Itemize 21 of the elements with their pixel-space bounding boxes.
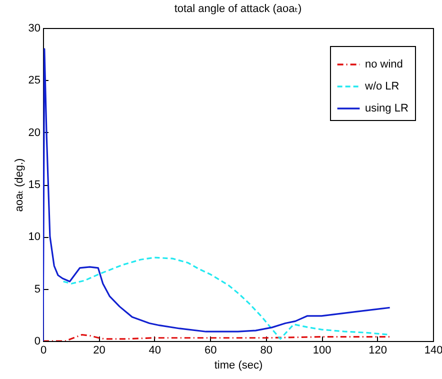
x-tick-label: 120 [368,344,387,356]
y-tick-label: 5 [34,283,40,296]
x-tick-label: 40 [148,344,162,356]
y-tick-label: 20 [28,126,40,139]
x-tick-label: 140 [424,344,442,356]
x-axis-title: time (sec) [214,360,263,372]
x-tick-label: 60 [204,344,217,356]
y-tick-label: 15 [28,179,40,191]
x-tick-label: 100 [312,344,332,356]
chart-title: total angle of attack (aoaₜ) [174,3,302,15]
y-tick-label: 25 [28,74,40,87]
legend-label: using LR [365,102,408,114]
legend-label: no wind [365,58,403,70]
y-tick-label: 0 [34,336,40,348]
y-tick-label: 10 [28,231,40,244]
y-axis-title: aoaₜ (deg.) [13,158,26,212]
x-tick-label: 80 [260,344,272,356]
y-tick-label: 30 [28,22,40,34]
x-tick-label: 20 [93,344,106,356]
legend-label: w/o LR [364,80,400,92]
line-series [43,334,391,341]
